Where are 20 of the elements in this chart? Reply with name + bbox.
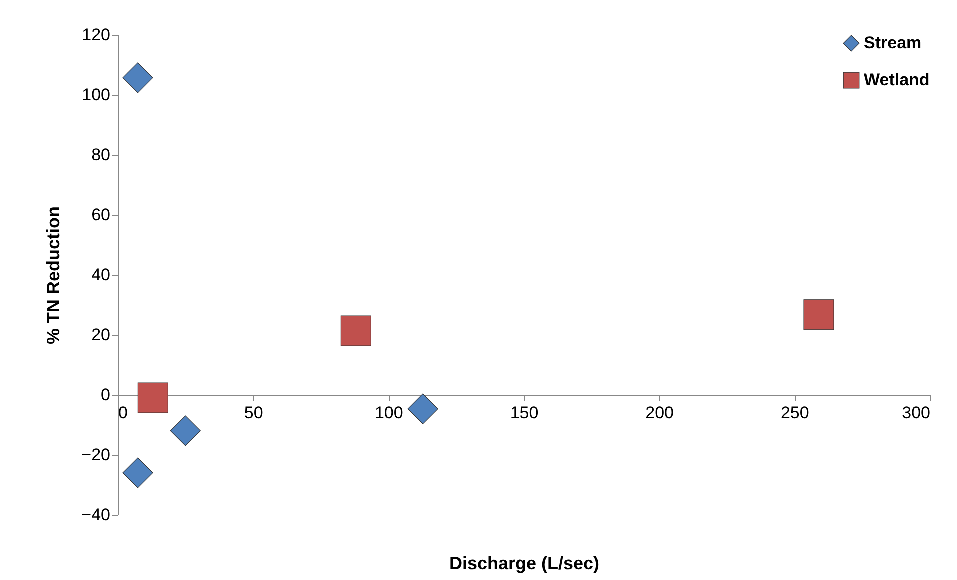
x-tick-label: 250 (780, 404, 810, 422)
x-tick-label: 150 (510, 404, 539, 422)
y-axis-title: % TN Reduction (44, 206, 64, 344)
y-tick-label: 20 (92, 326, 110, 344)
x-tick-label: 100 (374, 404, 404, 422)
x-tick-label: 50 (244, 404, 264, 422)
y-tick-label: 40 (92, 266, 110, 284)
y-tick-label: 60 (92, 206, 110, 224)
legend-label: Wetland (864, 70, 930, 90)
x-tick-label: 300 (902, 404, 930, 422)
x-tick-label: 0 (118, 404, 128, 422)
y-tick-label: 100 (82, 86, 110, 104)
y-tick-label: 80 (92, 146, 110, 164)
legend-label: Stream (864, 34, 922, 52)
x-axis-title: Discharge (L/sec) (449, 554, 600, 574)
y-tick-label: 0 (101, 386, 110, 404)
y-tick-label: −20 (82, 446, 110, 464)
y-tick-label: 120 (82, 26, 110, 44)
x-tick-label: 200 (646, 404, 674, 422)
y-tick-label: −40 (82, 506, 110, 524)
